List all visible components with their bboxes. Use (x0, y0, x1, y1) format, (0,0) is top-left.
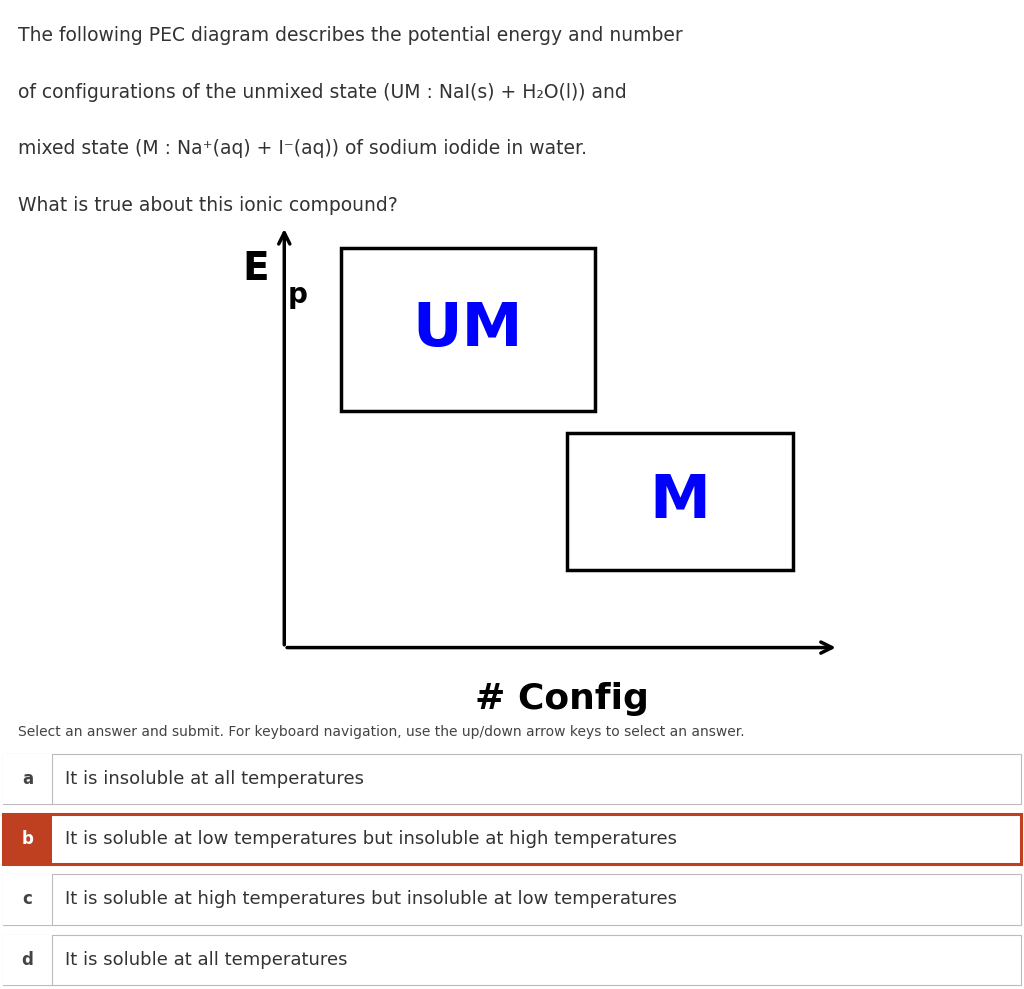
Text: The following PEC diagram describes the potential energy and number: The following PEC diagram describes the … (18, 26, 683, 45)
Text: $\mathbf{E}$: $\mathbf{E}$ (242, 250, 267, 288)
Text: d: d (22, 950, 34, 969)
Text: c: c (23, 890, 33, 909)
Bar (3, 874, 52, 925)
Text: Select an answer and submit. For keyboard navigation, use the up/down arrow keys: Select an answer and submit. For keyboar… (18, 725, 745, 739)
Bar (341, 247, 595, 411)
Text: It is insoluble at all temperatures: It is insoluble at all temperatures (65, 769, 364, 788)
Text: mixed state (M : Na⁺(aq) + I⁻(aq)) of sodium iodide in water.: mixed state (M : Na⁺(aq) + I⁻(aq)) of so… (18, 139, 588, 158)
Text: UM: UM (413, 300, 523, 359)
Bar (3, 814, 52, 864)
Bar (3, 935, 52, 985)
Bar (3, 754, 52, 804)
Text: b: b (22, 830, 34, 849)
Text: It is soluble at high temperatures but insoluble at low temperatures: It is soluble at high temperatures but i… (65, 890, 677, 909)
Text: # Config: # Config (474, 682, 648, 716)
Text: It is soluble at low temperatures but insoluble at high temperatures: It is soluble at low temperatures but in… (65, 830, 677, 849)
Text: What is true about this ionic compound?: What is true about this ionic compound? (18, 196, 398, 215)
Text: M: M (650, 472, 711, 531)
Bar (567, 432, 794, 571)
Text: of configurations of the unmixed state (UM : NaI(s) + H₂O(l)) and: of configurations of the unmixed state (… (18, 83, 627, 102)
Text: It is soluble at all temperatures: It is soluble at all temperatures (65, 950, 347, 969)
Text: a: a (23, 769, 33, 788)
Text: $\mathbf{p}$: $\mathbf{p}$ (287, 283, 308, 312)
